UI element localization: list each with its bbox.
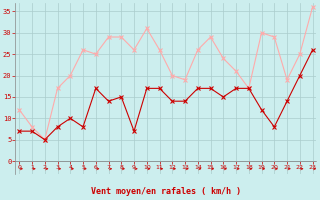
X-axis label: Vent moyen/en rafales ( km/h ): Vent moyen/en rafales ( km/h ): [91, 187, 241, 196]
